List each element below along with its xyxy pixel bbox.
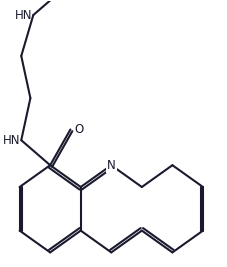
Text: HN: HN bbox=[15, 9, 32, 22]
Text: N: N bbox=[106, 159, 115, 172]
Text: O: O bbox=[74, 123, 83, 136]
Text: HN: HN bbox=[3, 134, 20, 147]
